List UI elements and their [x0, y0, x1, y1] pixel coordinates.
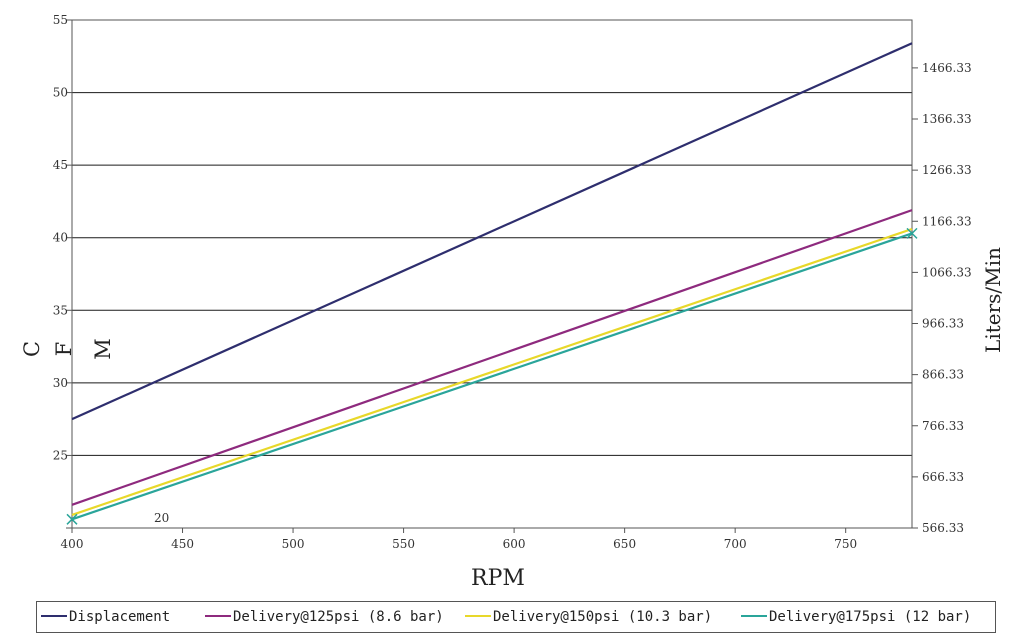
- series-point-marker: [66, 513, 78, 525]
- y-right-tick-label: 1466.33: [922, 61, 972, 75]
- x-tick-label: 400: [61, 537, 84, 551]
- y-right-tick-label: 866.33: [922, 368, 964, 382]
- x-tick-label: 550: [392, 537, 415, 551]
- x-tick-label: 450: [171, 537, 194, 551]
- y-left-axis-letter-c: C: [20, 341, 44, 357]
- legend-item-displacement: Displacement: [41, 602, 170, 632]
- y-right-tick-label: 1066.33: [922, 265, 972, 279]
- x-tick-label: 650: [613, 537, 636, 551]
- y-right-tick-label: 1366.33: [922, 112, 972, 126]
- series-lines: [66, 42, 918, 525]
- y-right-tick-label: 966.33: [922, 317, 964, 331]
- x-axis-title: RPM: [471, 566, 525, 591]
- series-line-1: [71, 209, 913, 506]
- legend-swatch-delivery-150: [465, 615, 491, 617]
- series-line-0: [71, 42, 913, 421]
- legend-swatch-delivery-125: [205, 615, 231, 617]
- y-right-tick-label: 766.33: [922, 419, 964, 433]
- y-left-tick-labels: 20 25 30 35 40 45 50 55: [53, 13, 170, 525]
- legend-label-delivery-125: Delivery@125psi (8.6 bar): [233, 609, 444, 625]
- series-line-3: [71, 232, 913, 521]
- legend-swatch-displacement: [41, 615, 67, 617]
- y-left-tick-label: 20: [154, 511, 169, 525]
- series-line-2: [71, 227, 913, 516]
- y-right-tick-label: 1166.33: [922, 214, 972, 228]
- y-left-tick-label: 45: [53, 158, 68, 172]
- y-left-axis-letter-m: M: [91, 338, 115, 360]
- x-tick-label: 600: [503, 537, 526, 551]
- y-right-tick-label: 666.33: [922, 470, 964, 484]
- y-left-tick-label: 35: [53, 303, 68, 317]
- legend-swatch-delivery-175: [741, 615, 767, 617]
- legend-item-delivery-175: Delivery@175psi (12 bar): [741, 602, 971, 632]
- y-left-tick-label: 40: [53, 231, 68, 245]
- x-tick-label: 750: [834, 537, 857, 551]
- x-tick-labels: 400 450 500 550 600 650 700 750: [61, 528, 857, 551]
- legend-label-delivery-175: Delivery@175psi (12 bar): [769, 609, 972, 625]
- legend-label-displacement: Displacement: [69, 609, 171, 625]
- legend: Displacement Delivery@125psi (8.6 bar) D…: [36, 601, 996, 633]
- y-left-tick-label: 30: [53, 376, 68, 390]
- y-left-tick-label: 50: [53, 86, 68, 100]
- legend-item-delivery-125: Delivery@125psi (8.6 bar): [205, 602, 444, 632]
- y-left-tick-label: 25: [53, 448, 68, 462]
- chart-svg: 20 25 30 35 40 45 50 55 566.33 666.33 766.33 866.3…: [20, 13, 1005, 591]
- plot-frame: [71, 19, 913, 529]
- y-left-axis-letter-f: F: [52, 342, 76, 357]
- y-right-tick-label: 1266.33: [922, 163, 972, 177]
- legend-item-delivery-150: Delivery@150psi (10.3 bar): [465, 602, 712, 632]
- y-right-tick-labels: 566.33 666.33 766.33 866.33 966.33 1066.33 116…: [912, 61, 972, 535]
- series-point-marker: [906, 227, 918, 239]
- x-tick-label: 700: [724, 537, 747, 551]
- legend-label-delivery-150: Delivery@150psi (10.3 bar): [493, 609, 713, 625]
- gridlines: [66, 19, 912, 529]
- y-left-tick-label: 55: [53, 13, 68, 27]
- x-tick-label: 500: [282, 537, 305, 551]
- y-right-tick-label: 566.33: [922, 521, 964, 535]
- y-right-axis-title: Liters/Min: [981, 247, 1005, 353]
